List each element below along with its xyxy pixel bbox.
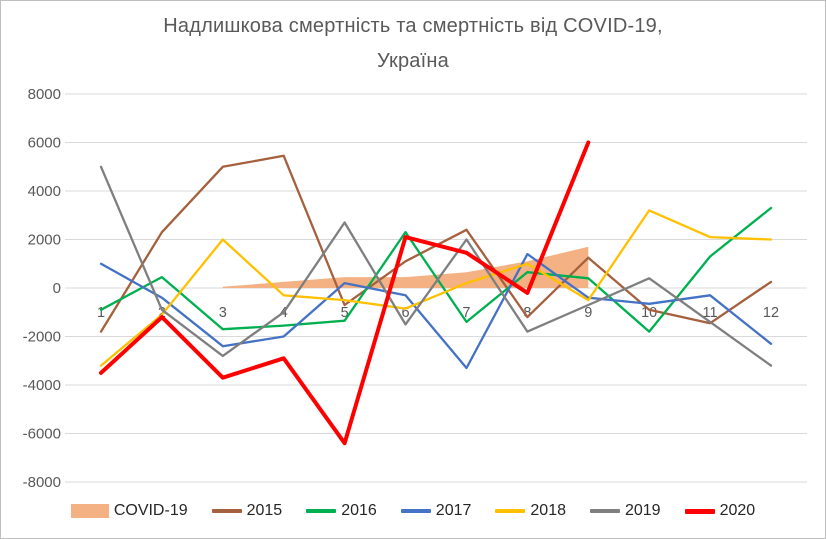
x-axis-tick-label: 11 — [703, 305, 718, 321]
x-axis-tick-label: 6 — [402, 305, 410, 321]
chart-title-line1: Надлишкова смертність та смертність від … — [163, 15, 663, 37]
series-line-2020[interactable] — [99, 140, 591, 446]
legend-line-swatch — [495, 509, 526, 513]
legend-label: 2019 — [624, 502, 661, 519]
x-axis-tick-label: 1 — [97, 305, 105, 321]
legend-area-swatch — [70, 504, 109, 518]
legend-label: 2015 — [246, 502, 283, 519]
x-axis-tick-label: 9 — [584, 305, 592, 321]
y-axis-tick-label: -4000 — [23, 377, 61, 394]
x-axis-tick-label: 5 — [341, 305, 349, 321]
legend-line-swatch — [306, 509, 337, 513]
chart-title: Надлишкова смертність та смертність від … — [1, 9, 825, 79]
y-axis-tick-label: 4000 — [28, 183, 61, 200]
legend-item-covid-19[interactable]: COVID-19 — [70, 502, 188, 520]
legend-line-swatch — [684, 508, 715, 514]
y-axis-tick-label: -2000 — [23, 329, 61, 346]
x-axis-tick-label: 7 — [462, 305, 470, 321]
x-axis-tick-label: 8 — [523, 305, 531, 321]
y-axis-tick-label: -8000 — [23, 474, 61, 491]
covid-area-series[interactable] — [222, 246, 589, 288]
chart-legend: COVID-19 2015 2016 2017 2018 2019 2020 — [1, 493, 825, 529]
legend-line-swatch — [589, 509, 620, 513]
legend-item-2016[interactable]: 2016 — [306, 502, 377, 520]
legend-item-2020[interactable]: 2020 — [684, 502, 756, 520]
legend-item-2017[interactable]: 2017 — [400, 502, 472, 520]
x-axis-tick-label: 3 — [219, 305, 227, 321]
series-line-2017[interactable] — [99, 252, 773, 370]
series-line-2016[interactable] — [99, 206, 773, 333]
legend-item-2015[interactable]: 2015 — [211, 502, 283, 520]
y-axis-tick-label: 6000 — [28, 135, 61, 152]
legend-label: COVID-19 — [113, 502, 188, 519]
legend-label: 2018 — [530, 502, 566, 519]
x-axis-tick-label: 10 — [641, 305, 657, 321]
y-axis-tick-label: 8000 — [28, 86, 61, 103]
legend-line-swatch — [400, 509, 431, 513]
chart-title-line2: Україна — [377, 50, 449, 72]
series-line-2018[interactable] — [99, 209, 773, 367]
y-axis-tick-label: 2000 — [28, 232, 61, 249]
y-axis-tick-label: 0 — [53, 280, 61, 297]
legend-label: 2016 — [341, 502, 377, 519]
legend-label: 2020 — [719, 502, 756, 519]
x-axis-tick-label: 12 — [763, 305, 779, 321]
legend-item-2018[interactable]: 2018 — [495, 502, 566, 520]
legend-item-2019[interactable]: 2019 — [589, 502, 661, 520]
series-line-2019[interactable] — [99, 165, 773, 367]
y-axis-tick-label: -6000 — [23, 426, 61, 443]
legend-label: 2017 — [435, 502, 472, 519]
legend-line-swatch — [211, 509, 242, 513]
